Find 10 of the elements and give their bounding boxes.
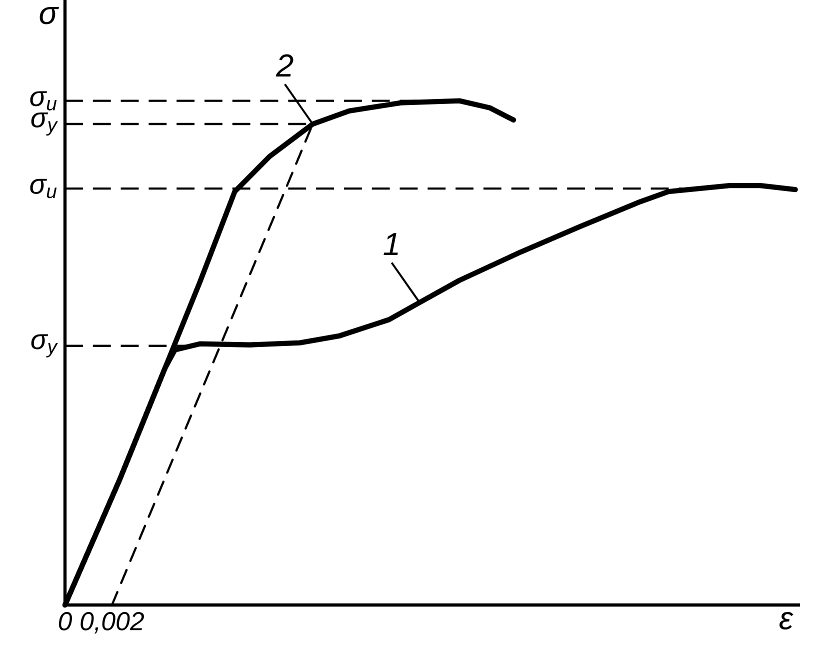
x-axis-title: ε: [779, 612, 794, 630]
series-label: 2: [276, 54, 294, 77]
ref-line-label: σ$_{y}$: [31, 112, 58, 136]
ref-line-label: σ$_{u}$: [30, 91, 57, 110]
ref-line-label: σ$_{u}$: [30, 178, 57, 198]
x-tick-label: 0,002: [80, 612, 144, 634]
series-label: 1: [384, 233, 398, 256]
y-axis-title: σ: [40, 7, 59, 24]
ref-line-label: σ$_{y}$: [31, 334, 58, 358]
x-tick-label: 0: [58, 612, 72, 630]
